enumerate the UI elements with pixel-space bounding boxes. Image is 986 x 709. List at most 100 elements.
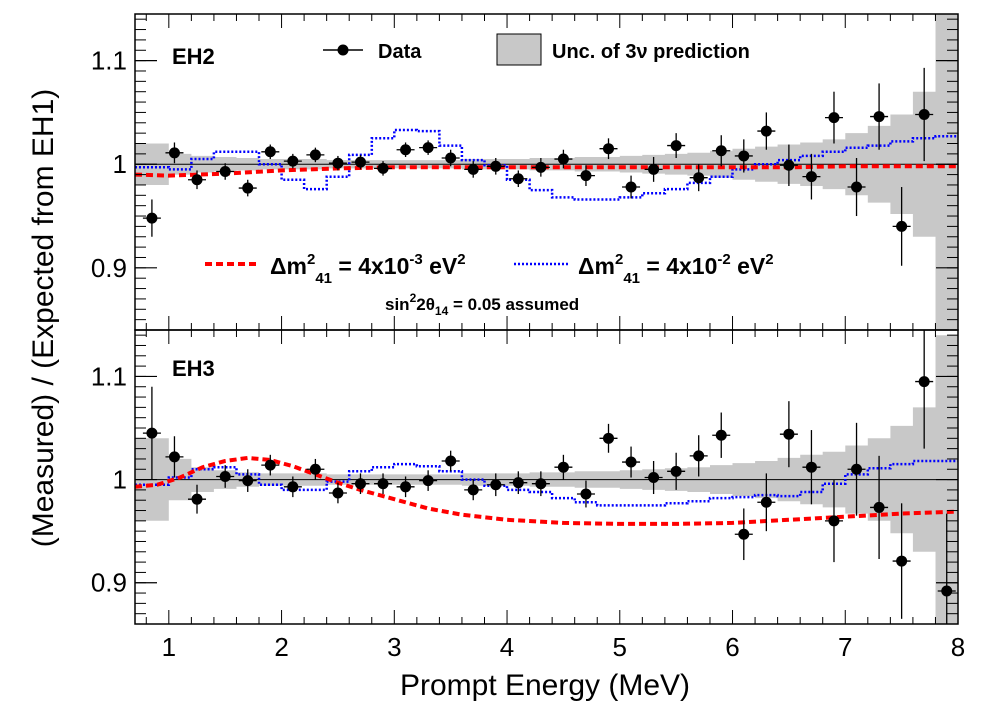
data-point-marker [851, 463, 863, 475]
data-point [142, 199, 161, 237]
data-point [464, 161, 483, 178]
data-point [599, 138, 618, 160]
data-point [351, 154, 370, 170]
data-point-marker [557, 153, 569, 165]
data-point [824, 91, 843, 144]
data-point-marker [603, 432, 615, 444]
data-point-marker [490, 160, 502, 172]
data-point-marker [146, 427, 158, 439]
data-point-marker [191, 174, 203, 186]
data-point-marker [287, 481, 299, 493]
data-point [892, 187, 911, 266]
data-point [667, 133, 686, 159]
data-point-marker [648, 472, 660, 484]
data-point [734, 139, 753, 173]
blue-curve [135, 128, 958, 201]
data-point [779, 401, 798, 468]
data-point [576, 165, 595, 186]
data-point-marker [445, 455, 457, 467]
data-point [802, 430, 821, 505]
x-tick-label: 8 [951, 632, 965, 662]
data-point [870, 455, 889, 560]
data-point-marker [490, 479, 502, 491]
legend: Data Unc. of 3ν prediction Δm241 = 4x10-3 … [205, 33, 774, 318]
legend-band-swatch [496, 33, 542, 66]
data-point-marker [715, 145, 727, 157]
data-point [689, 164, 708, 192]
data-point-marker [400, 144, 412, 156]
data-point-marker [760, 125, 772, 137]
data-point [757, 473, 776, 532]
data-point [870, 83, 889, 150]
legend-note: sin22θ14 = 0.05 assumed [385, 291, 579, 318]
data-point-marker [242, 182, 254, 194]
data-point [486, 158, 505, 175]
data-point [188, 484, 207, 514]
y-tick-label: 1 [113, 465, 127, 495]
data-point [351, 473, 370, 495]
data-point [165, 436, 184, 478]
data-point-marker [670, 140, 682, 152]
data-point-marker [738, 150, 750, 162]
legend-data-marker [337, 44, 349, 56]
data-point [599, 423, 618, 453]
data-point [238, 179, 257, 197]
data-point-marker [805, 461, 817, 473]
data-point [283, 153, 302, 169]
data-point [396, 476, 415, 498]
data-point-marker [332, 157, 344, 169]
data-point [734, 508, 753, 561]
data-point-marker [422, 475, 434, 487]
data-point-marker [760, 496, 772, 508]
data-point [188, 170, 207, 190]
data-point-marker [805, 171, 817, 183]
x-tick-label: 2 [274, 632, 288, 662]
data-point-marker [146, 212, 158, 224]
data-point [892, 503, 911, 619]
y-tick-label: 1.1 [91, 46, 127, 76]
data-point-marker [693, 172, 705, 184]
data-point [216, 163, 235, 180]
data-point [824, 479, 843, 563]
panel-frame [134, 329, 959, 625]
data-point-marker [354, 156, 366, 168]
data-point-marker [535, 478, 547, 490]
red-curve [135, 455, 958, 526]
uncertainty-band [135, 14, 958, 330]
axis-labels: 1 2 3 4 5 6 7 8 Prompt Energy (MeV) (Measured) / … [27, 89, 965, 702]
data-point-marker [168, 451, 180, 463]
data-point-marker [828, 515, 840, 527]
data-point [712, 412, 731, 458]
data-point-marker [715, 429, 727, 441]
data-point-marker [512, 477, 524, 489]
data-point-marker [168, 147, 180, 159]
data-point-marker [941, 585, 953, 597]
data-point-marker [191, 493, 203, 505]
data-point [441, 149, 460, 167]
data-point [328, 482, 347, 504]
data-point [283, 476, 302, 498]
data-point [306, 458, 325, 480]
data-point [937, 513, 956, 624]
data-point [622, 446, 641, 478]
legend-data-label: Data [378, 41, 422, 63]
data-point [644, 156, 663, 182]
y-axis-title: (Measured) / (Expected from EH1) [27, 89, 60, 547]
data-point [779, 144, 798, 186]
data-point [374, 161, 393, 176]
x-axis-title: Prompt Energy (MeV) [400, 669, 690, 702]
data-point [531, 471, 550, 497]
x-tick-label: 1 [162, 632, 176, 662]
data-point [847, 158, 866, 217]
x-tick-label: 3 [387, 632, 401, 662]
data-point-marker [783, 159, 795, 171]
data-point [712, 135, 731, 167]
data-point-marker [264, 459, 276, 471]
data-point-marker [851, 181, 863, 193]
data-point [238, 469, 257, 492]
data-point-marker [648, 163, 660, 175]
x-tick-label: 7 [838, 632, 852, 662]
plot-area [135, 14, 958, 330]
data-point-marker [422, 142, 434, 154]
